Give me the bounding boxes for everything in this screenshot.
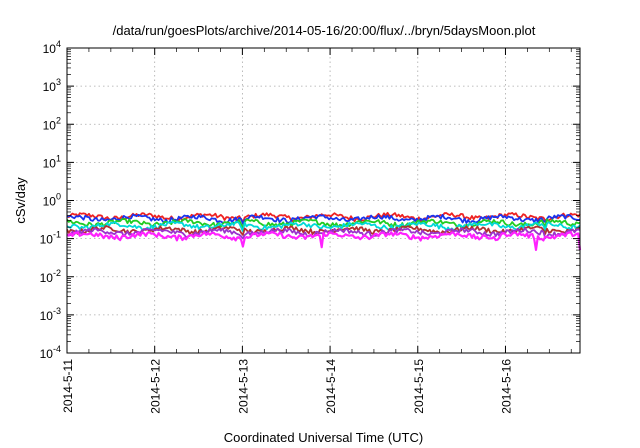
series-line (66, 220, 581, 233)
series-line (66, 225, 581, 236)
x-tick-label: 2014-5-16 (499, 359, 513, 414)
y-tick-label: 100 (43, 192, 61, 209)
x-tick-label: 2014-5-14 (324, 359, 338, 414)
y-tick-label: 10-1 (40, 230, 61, 247)
chart-title: /data/run/goesPlots/archive/2014-05-16/2… (113, 23, 536, 38)
x-axis-ticks: 2014-5-11 2014-5-12 2014-5-13 2014-5-14 2014… (61, 48, 572, 414)
x-tick-label: 2014-5-12 (149, 359, 163, 414)
y-tick-label: 10-4 (40, 344, 61, 361)
y-axis-ticks: 104 103 102 101 100 10-1 10-2 10-3 10-4 (40, 39, 580, 361)
y-tick-label: 10-2 (40, 268, 61, 285)
series-line (66, 230, 582, 251)
y-tick-label: 10-3 (40, 306, 61, 323)
y-tick-label: 101 (43, 153, 61, 170)
series-line (66, 213, 581, 225)
series-group (66, 211, 582, 251)
x-tick-label: 2014-5-11 (61, 359, 75, 413)
y-axis-label: cSv/day (13, 177, 28, 224)
y-tick-label: 102 (43, 115, 61, 132)
x-tick-label: 2014-5-15 (412, 359, 426, 414)
x-tick-label: 2014-5-13 (236, 359, 250, 414)
grid (67, 48, 580, 353)
y-tick-label: 103 (43, 77, 61, 94)
y-tick-label: 104 (43, 39, 61, 56)
x-axis-label: Coordinated Universal Time (UTC) (224, 430, 423, 445)
